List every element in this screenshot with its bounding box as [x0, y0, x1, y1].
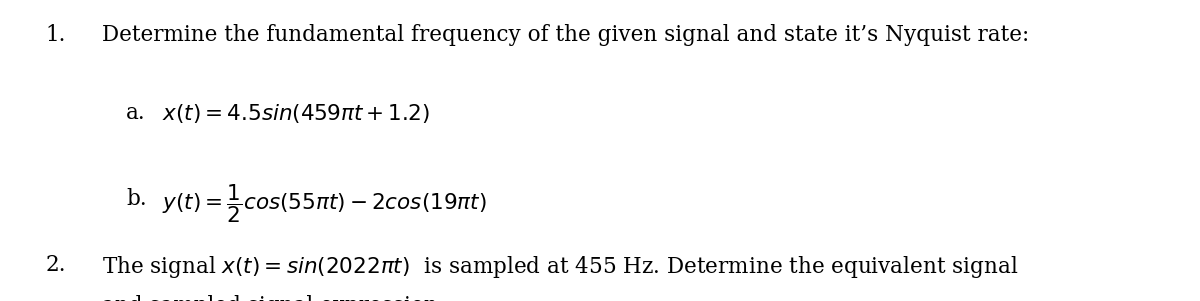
Text: $y(t) = \dfrac{1}{2}cos(55\pi t) - 2cos(19\pi t)$: $y(t) = \dfrac{1}{2}cos(55\pi t) - 2cos(…	[162, 182, 487, 225]
Text: a.: a.	[126, 102, 145, 124]
Text: The signal $x(t) = sin(2022\pi t)$  is sampled at 455 Hz. Determine the equivale: The signal $x(t) = sin(2022\pi t)$ is sa…	[102, 254, 1019, 280]
Text: $x(t) = 4.5sin(459\pi t + 1.2)$: $x(t) = 4.5sin(459\pi t + 1.2)$	[162, 102, 430, 125]
Text: b.: b.	[126, 188, 146, 210]
Text: Determine the fundamental frequency of the given signal and state it’s Nyquist r: Determine the fundamental frequency of t…	[102, 24, 1030, 46]
Text: and sampled signal expression.: and sampled signal expression.	[102, 295, 444, 301]
Text: 2.: 2.	[46, 254, 66, 276]
Text: 1.: 1.	[46, 24, 66, 46]
